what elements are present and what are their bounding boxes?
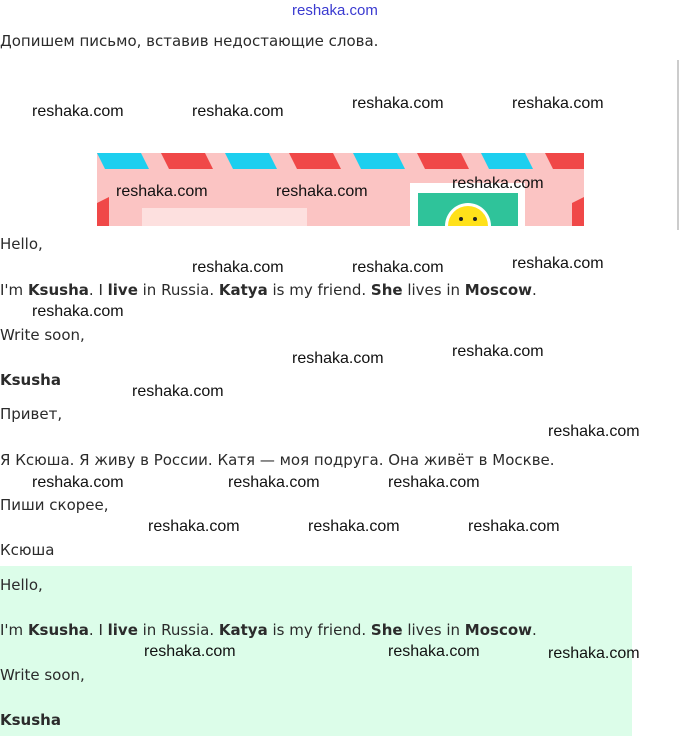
body-segment: Ksusha: [27, 281, 89, 299]
body-segment: .: [532, 281, 537, 299]
watermark-text: reshaka.com: [32, 103, 124, 120]
instruction: Допишем письмо, вставив недостающие слов…: [0, 32, 379, 50]
body-segment: is my friend.: [267, 281, 371, 299]
scrollbar[interactable]: [677, 60, 679, 230]
body-segment: She: [370, 281, 403, 299]
body-segment: Moscow: [464, 281, 532, 299]
body-segment: I'm: [0, 281, 28, 299]
letter-body: I'm Ksusha. I live in Russia. Katya is m…: [0, 281, 537, 299]
body-segment: . I: [88, 621, 108, 639]
watermark-text: reshaka.com: [548, 645, 640, 662]
watermark-text: reshaka.com: [352, 95, 444, 112]
body-segment: .: [532, 621, 537, 639]
site-watermark[interactable]: reshaka.com: [292, 2, 378, 19]
airmail-stripe: [353, 153, 405, 169]
watermark-text: reshaka.com: [452, 175, 544, 192]
answer-signature: Ksusha: [0, 711, 61, 729]
watermark-text: reshaka.com: [132, 383, 224, 400]
letter-closing: Write soon,: [0, 326, 85, 344]
answer-block: [0, 566, 632, 736]
body-segment: lives in: [402, 281, 465, 299]
watermark-text: reshaka.com: [32, 303, 124, 320]
watermark-text: reshaka.com: [512, 255, 604, 272]
body-segment: She: [370, 621, 403, 639]
watermark-text: reshaka.com: [548, 423, 640, 440]
body-segment: Katya: [218, 281, 268, 299]
body-segment: live: [107, 281, 138, 299]
airmail-stripe: [97, 153, 149, 169]
body-segment: in Russia.: [137, 281, 219, 299]
watermark-text: reshaka.com: [276, 183, 368, 200]
watermark-text: reshaka.com: [116, 183, 208, 200]
watermark-text: reshaka.com: [452, 343, 544, 360]
body-segment: in Russia.: [137, 621, 219, 639]
answer-body: I'm Ksusha. I live in Russia. Katya is m…: [0, 621, 537, 639]
airmail-stripe: [161, 153, 213, 169]
watermark-text: reshaka.com: [388, 643, 480, 660]
watermark-text: reshaka.com: [512, 95, 604, 112]
answer-greeting: Hello,: [0, 576, 43, 594]
watermark-text: reshaka.com: [352, 259, 444, 276]
watermark-text: reshaka.com: [192, 103, 284, 120]
body-segment: . I: [88, 281, 108, 299]
watermark-text: reshaka.com: [148, 518, 240, 535]
airmail-stripe: [481, 153, 533, 169]
translation-closing: Пиши скорее,: [0, 496, 109, 514]
watermark-text: reshaka.com: [292, 350, 384, 367]
watermark-text: reshaka.com: [228, 474, 320, 491]
body-segment: Katya: [218, 621, 268, 639]
body-segment: is my friend.: [267, 621, 371, 639]
watermark-text: reshaka.com: [192, 259, 284, 276]
body-segment: live: [107, 621, 138, 639]
translation-signature: Ксюша: [0, 541, 55, 559]
watermark-text: reshaka.com: [32, 474, 124, 491]
body-segment: Ksusha: [27, 621, 89, 639]
airmail-stripe: [289, 153, 341, 169]
body-segment: lives in: [402, 621, 465, 639]
watermark-text: reshaka.com: [144, 643, 236, 660]
airmail-stripe: [545, 153, 584, 169]
body-segment: Moscow: [464, 621, 532, 639]
letter-greeting: Hello,: [0, 235, 43, 253]
watermark-text: reshaka.com: [468, 518, 560, 535]
letter-signature: Ksusha: [0, 371, 61, 389]
body-segment: I'm: [0, 621, 28, 639]
watermark-text: reshaka.com: [308, 518, 400, 535]
translation-greeting: Привет,: [0, 405, 63, 423]
airmail-stripe: [417, 153, 469, 169]
envelope-illustration: [97, 153, 584, 226]
translation-body: Я Ксюша. Я живу в России. Катя — моя под…: [0, 451, 555, 469]
airmail-stripe: [225, 153, 277, 169]
watermark-text: reshaka.com: [388, 474, 480, 491]
envelope-image: [97, 153, 584, 226]
answer-closing: Write soon,: [0, 666, 85, 684]
